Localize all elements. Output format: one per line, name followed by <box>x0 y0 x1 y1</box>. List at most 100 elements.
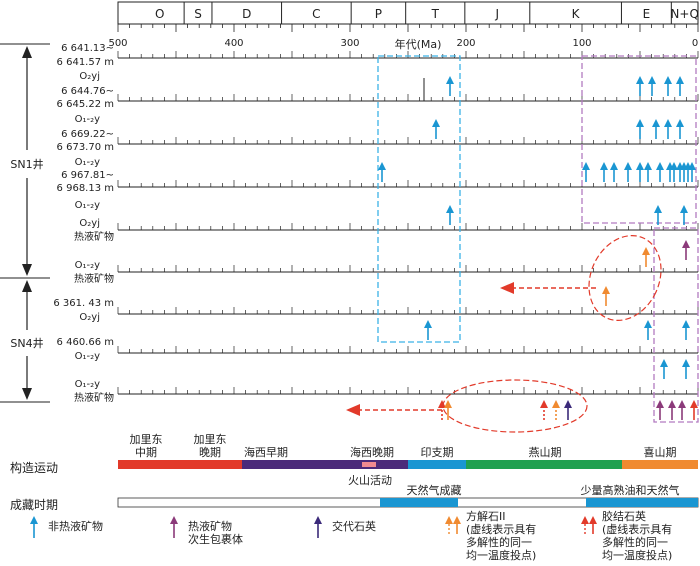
age-tick: 400 <box>224 38 243 49</box>
mineral-arrow <box>564 400 572 420</box>
mineral-arrow <box>610 162 618 182</box>
formation-label: O₁-₂y <box>75 114 100 125</box>
period-label: O <box>155 7 164 21</box>
axis-title: 年代(Ma) <box>395 37 442 51</box>
period-label: K <box>572 7 581 21</box>
depth-label: 6 641.13~ <box>61 43 114 54</box>
legend-item: 非热液矿物 <box>30 516 103 538</box>
mineral-arrow <box>446 205 454 225</box>
mineral-type-label: 热液矿物 <box>74 272 114 285</box>
period-label: E <box>643 7 651 21</box>
well-name-sn1: SN1井 <box>10 157 43 171</box>
mineral-arrow <box>552 400 560 420</box>
legend-label: 交代石英 <box>332 519 376 533</box>
mineral-markers <box>378 76 698 420</box>
formation-label: O₁-₂y <box>75 379 100 390</box>
mineral-type-label: 热液矿物 <box>74 230 114 243</box>
tectonic-phase-label: 加里东晚期 <box>194 433 227 459</box>
legend-label: 方解石II (虚线表示具有多解性的同一均一温度投点) <box>466 509 536 562</box>
mineral-arrow <box>624 162 632 182</box>
mineral-arrow <box>656 162 664 182</box>
formation-label: O₁-₂y <box>75 260 100 271</box>
accumulation-label: 成藏时期 <box>10 498 58 512</box>
mineral-arrow <box>444 400 452 420</box>
tectonic-label: 构造运动 <box>10 460 58 475</box>
age-tick: 0 <box>692 38 698 49</box>
legend-label: 非热液矿物 <box>48 519 103 533</box>
mineral-arrow <box>676 76 684 96</box>
tectonic-phase-label: 加里东中期 <box>130 433 163 459</box>
age-tick: 300 <box>340 38 359 49</box>
mineral-arrow <box>664 119 672 139</box>
legend: 非热液矿物 热液矿物次生包裹体 交代石英 方解石II (虚线表示具有多解性的同一均一温度… <box>30 509 672 562</box>
mineral-arrow <box>688 162 696 182</box>
legend-item: 胶结石英(虚线表示具有多解性的同一均一温度投点) <box>581 509 672 562</box>
tectonic-phase-label: 印支期 <box>421 446 454 459</box>
period-label: P <box>375 7 382 21</box>
mineral-arrow <box>446 76 454 96</box>
accumulation-section: 成藏时期 天然气成藏 少量高熟油和天然气 <box>10 483 699 512</box>
tectonic-phase-label: 喜山期 <box>644 446 677 459</box>
mineral-arrow <box>582 162 590 182</box>
well-brackets: SN1井 SN4井 <box>0 43 50 403</box>
depth-label: 6 669.22~ <box>61 129 114 140</box>
legend-label: 热液矿物次生包裹体 <box>188 519 243 546</box>
mineral-arrow <box>432 119 440 139</box>
depth-label: 6 673.70 m <box>57 142 114 153</box>
formation-label: O₂yj <box>79 218 100 229</box>
sample-tracks <box>117 51 699 395</box>
tectonic-phase-label: 海西早期 <box>244 445 288 459</box>
formation-label: O₂yj <box>79 71 100 82</box>
mineral-arrow <box>652 119 660 139</box>
age-axis: 500 400 300 200 100 0 年代(Ma) <box>108 37 698 51</box>
mineral-arrow <box>642 247 650 267</box>
age-tick: 200 <box>456 38 475 49</box>
red-ellipse-upper <box>588 235 662 321</box>
formation-label: O₁-₂y <box>75 200 100 211</box>
period-label: N+Q <box>670 7 698 21</box>
formation-label: O₂yj <box>79 312 100 323</box>
formation-label: O₁-₂y <box>75 157 100 168</box>
mineral-arrow <box>636 119 644 139</box>
depth-label: 6 361. 43 m <box>53 298 114 309</box>
period-header: O S D C P T J K E N+Q <box>117 1 699 32</box>
formation-label: O₁-₂y <box>75 351 100 362</box>
tectonic-section: 加里东中期 加里东晚期 海西早期 海西晚期 印支期 燕山期 喜山期 构造运动 火… <box>10 433 698 487</box>
period-label: J <box>495 7 500 21</box>
gas-accumulation-label: 天然气成藏 <box>407 483 462 497</box>
mineral-arrow <box>636 76 644 96</box>
cyan-highlight-box <box>377 55 461 343</box>
mineral-type-label: 热液矿物 <box>74 391 114 404</box>
depth-label: 6 644.76~ <box>61 86 114 97</box>
legend-item: 热液矿物次生包裹体 <box>170 516 243 546</box>
purple-highlight-box-sn4 <box>653 227 699 423</box>
depth-label: 6 968.13 m <box>57 183 114 194</box>
period-label: D <box>242 7 251 21</box>
depth-label: 6 460.66 m <box>57 337 114 348</box>
mineral-arrow <box>676 119 684 139</box>
purple-highlight-box-sn1 <box>581 55 697 224</box>
mineral-arrow <box>654 205 662 225</box>
oil-gas-label: 少量高熟油和天然气 <box>581 483 680 497</box>
legend-item: 方解石II (虚线表示具有多解性的同一均一温度投点) <box>445 509 536 562</box>
mineral-arrow <box>682 240 690 260</box>
mineral-arrow <box>682 320 690 340</box>
age-tick: 500 <box>108 38 127 49</box>
volcanic-event-label: 火山活动 <box>348 474 392 487</box>
mineral-arrow <box>540 400 548 420</box>
depth-label: 6 967.81~ <box>61 170 114 181</box>
mineral-arrow <box>678 400 686 420</box>
legend-item: 交代石英 <box>314 516 376 538</box>
mineral-arrow <box>690 400 698 420</box>
depth-label: 6 645.22 m <box>57 99 114 110</box>
mineral-arrow <box>680 205 688 225</box>
mineral-arrow <box>670 162 678 182</box>
mineral-arrow <box>682 359 690 379</box>
period-label: S <box>194 7 202 21</box>
mineral-arrow <box>424 320 432 340</box>
row-labels: 6 641.13~ 6 641.57 m O₂yj 6 644.76~ 6 64… <box>53 43 114 404</box>
mineral-arrow <box>600 162 608 182</box>
period-label: C <box>312 7 320 21</box>
mineral-arrow <box>438 400 446 420</box>
